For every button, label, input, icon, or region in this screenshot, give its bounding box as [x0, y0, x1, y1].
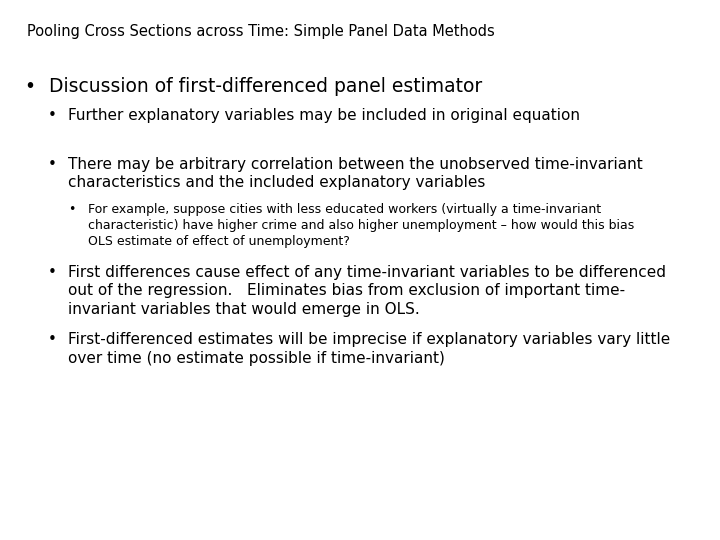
Text: First-differenced estimates will be imprecise if explanatory variables vary litt: First-differenced estimates will be impr…	[68, 332, 670, 366]
Text: There may be arbitrary correlation between the unobserved time-invariant
charact: There may be arbitrary correlation betwe…	[68, 157, 643, 190]
Text: •: •	[48, 332, 57, 347]
Text: Further explanatory variables may be included in original equation: Further explanatory variables may be inc…	[68, 108, 580, 123]
Text: •: •	[48, 265, 57, 280]
Text: Discussion of first-differenced panel estimator: Discussion of first-differenced panel es…	[49, 77, 482, 96]
Text: •: •	[68, 202, 75, 215]
Text: •: •	[48, 108, 57, 123]
Text: Pooling Cross Sections across Time: Simple Panel Data Methods: Pooling Cross Sections across Time: Simp…	[27, 24, 495, 39]
Text: First differences cause effect of any time-invariant variables to be differenced: First differences cause effect of any ti…	[68, 265, 667, 317]
Text: •: •	[24, 77, 35, 96]
Text: •: •	[48, 157, 57, 172]
Text: For example, suppose cities with less educated workers (virtually a time-invaria: For example, suppose cities with less ed…	[88, 202, 634, 247]
